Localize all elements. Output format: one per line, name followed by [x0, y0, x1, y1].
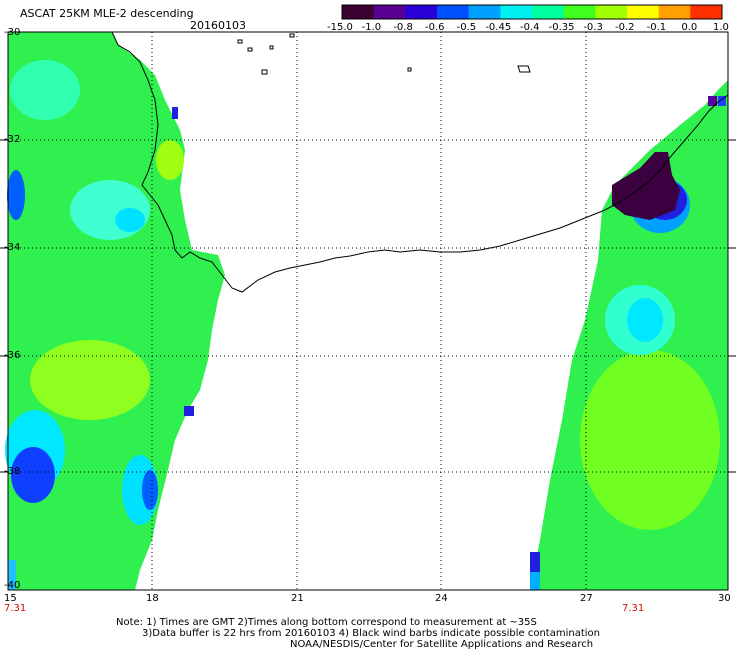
lon-label-30: 30 [718, 593, 731, 604]
colorbar-swatch [500, 5, 533, 19]
time-label-left: 7.31 [4, 603, 27, 614]
plot-frame [7, 31, 729, 591]
colorbar-swatch [658, 5, 691, 19]
lon-label-21: 21 [291, 593, 304, 604]
colorbar-swatch [690, 5, 723, 19]
lat-label-34: -34 [4, 242, 21, 253]
colorbar-label: -0.35 [548, 22, 575, 33]
colorbar-swatch [437, 5, 470, 19]
colorbar-swatch [342, 5, 375, 19]
right-cell-1 [708, 96, 717, 106]
right-bluebar [530, 552, 540, 572]
lon-label-24: 24 [435, 593, 448, 604]
left-blue-patch-1 [7, 170, 25, 220]
left-ticks [0, 139, 8, 473]
left-cyan-patch-1 [10, 60, 80, 120]
colorbar-swatch [627, 5, 660, 19]
time-label-right: 7.31 [622, 603, 645, 614]
colorbar-label: 1.0 [713, 22, 729, 33]
map-date: 20160103 [190, 19, 246, 32]
lon-label-15: 15 [4, 593, 17, 604]
colorbar-swatch [563, 5, 596, 19]
lon-label-18: 18 [146, 593, 159, 604]
colorbar-label: -0.3 [583, 22, 603, 33]
lon-label-27: 27 [580, 593, 593, 604]
colorbar-label: -0.8 [393, 22, 413, 33]
colorbar-label: -15.0 [327, 22, 353, 33]
colorbar-label: -0.1 [646, 22, 667, 33]
left-bluebar [8, 560, 16, 590]
lat-label-38: -38 [4, 466, 21, 477]
colorbar-swatch [532, 5, 565, 19]
colorbar-swatch [405, 5, 438, 19]
right-yellowgreen-patch [580, 350, 720, 530]
left-blue-cell-1 [172, 107, 178, 119]
coastline [111, 31, 729, 293]
left-blue-cell-2 [184, 406, 194, 416]
note-line-1: Note: 1) Times are GMT 2)Times along bot… [116, 617, 537, 628]
colorbar-label: -0.45 [485, 22, 512, 33]
left-blue-patch-2 [11, 447, 55, 503]
grid-lines [8, 32, 728, 590]
left-yellowgreen-patch-2 [156, 140, 184, 180]
colorbar-label: -0.5 [456, 22, 477, 33]
colorbar-frame [341, 4, 723, 20]
colorbar-label: -0.4 [520, 22, 540, 33]
islands [237, 33, 531, 75]
colorbar-swatch [595, 5, 628, 19]
colorbar-swatch [373, 5, 406, 19]
lat-label-40: -40 [4, 580, 21, 591]
map-title: ASCAT 25KM MLE-2 descending [20, 7, 194, 20]
right-bluebar-2 [530, 572, 540, 590]
colorbar-label: 0.0 [681, 22, 698, 33]
right-ticks [728, 139, 736, 473]
right-cyan-core [627, 298, 663, 342]
colorbar-label: -0.6 [425, 22, 445, 33]
right-dark-patch [612, 152, 680, 220]
lat-label-36: -36 [4, 350, 21, 361]
colorbar [341, 4, 723, 20]
left-cyan-patch-3 [115, 208, 145, 232]
colorbar-label: -1.0 [361, 22, 382, 33]
colorbar-label: -0.2 [615, 22, 635, 33]
colorbar-swatch [468, 5, 501, 19]
right-cell-2 [718, 96, 726, 106]
lat-label-32: -32 [4, 134, 21, 145]
note-line-2: 3)Data buffer is 22 hrs from 20160103 4)… [142, 628, 600, 639]
note-line-3: NOAA/NESDIS/Center for Satellite Applica… [290, 639, 594, 650]
left-blue-patch-3 [142, 470, 158, 510]
lat-label-30: -30 [4, 27, 21, 38]
left-yellowgreen-patch [30, 340, 150, 420]
